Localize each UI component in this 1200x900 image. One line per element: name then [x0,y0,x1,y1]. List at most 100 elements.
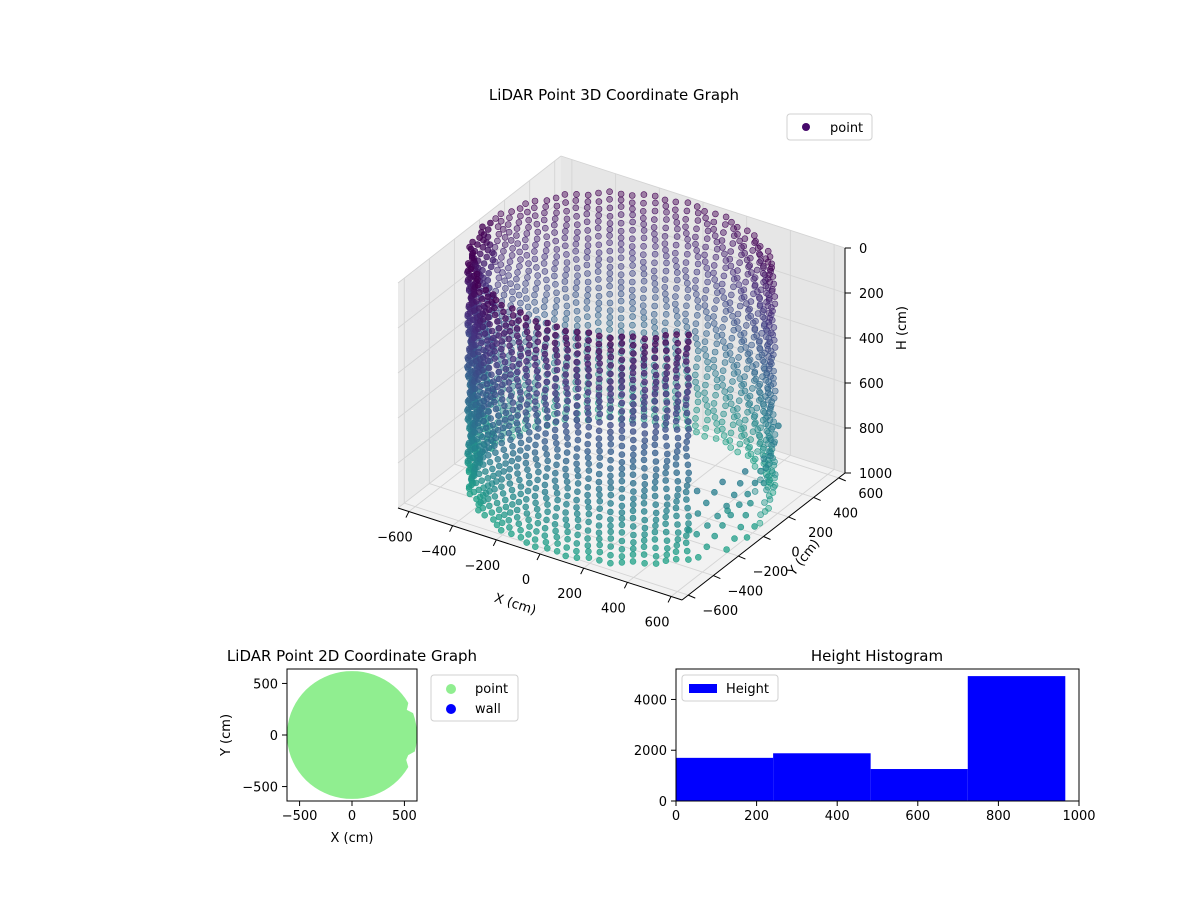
lidar-point [661,283,669,291]
lidar-point [594,319,602,326]
lidar-point [499,226,507,233]
lidar-point [476,234,483,241]
lidar-point [751,281,759,289]
lidar-point [505,272,512,279]
lidar-point [502,322,510,329]
lidar-point [674,339,682,347]
lidar-point [673,448,681,455]
lidar-point [534,461,541,469]
lidar-point [629,205,636,213]
lidar-point [606,275,614,283]
lidar-point [606,213,614,220]
lidar-point [770,336,778,344]
lidar-point [553,504,561,512]
lidar-point [572,204,580,212]
lidar-point [650,274,658,282]
lidar-point [563,544,571,551]
lidar-point [738,251,745,259]
lidar-point [650,267,658,275]
lidar-point [651,528,659,536]
lidar-point [573,496,580,504]
lidar-point [767,452,775,460]
lidar-point [617,284,625,292]
lidar-point [720,272,728,280]
lidar-point [713,376,721,384]
lidar-point [508,208,515,215]
lidar-point [607,448,615,456]
lidar-point [745,263,752,271]
lidar-point [662,433,670,441]
lidar-point [553,209,560,217]
tick-mark-y [838,477,846,482]
lidar-point [479,366,487,374]
lidar-point [585,467,593,474]
lidar-point [595,535,603,543]
lidar-point [617,219,625,227]
lidar-point [726,255,734,263]
lidar-point [761,508,769,515]
lidar-point [506,327,514,335]
lidar-point [652,509,660,517]
lidar-point [757,476,764,484]
lidar-point [574,272,581,280]
lidar-point [543,407,551,414]
lidar-point [564,535,571,543]
lidar-point [651,536,659,543]
lidar-point [476,426,484,434]
lidar-point [618,442,626,450]
lidar-point [640,405,648,413]
lidar-point [573,235,581,242]
lidar-point [514,470,521,477]
lidar-point [543,197,551,204]
lidar-point [673,360,680,368]
lidar-point [737,389,745,397]
lidar-point [469,238,476,246]
lidar-point [584,397,591,404]
lidar-point [652,466,660,473]
lidar-point [673,276,681,284]
lidar-point [630,531,637,539]
lidar-point [765,295,773,302]
chart-2d-legend-marker-wall [446,704,456,714]
lidar-point [674,383,681,390]
lidar-point [513,283,521,291]
lidar-point [731,535,738,542]
lidar-point [682,223,689,231]
lidar-point [486,458,494,466]
lidar-point [752,375,760,383]
lidar-point [584,345,592,353]
lidar-point [505,429,513,437]
lidar-point [505,379,513,386]
lidar-point [652,334,660,342]
lidar-point [730,491,738,499]
lidar-point [617,297,625,305]
lidar-point [584,535,591,542]
lidar-point [509,399,517,406]
lidar-point [652,414,660,422]
lidar-point [691,328,699,335]
lidar-point [508,530,515,538]
lidar-point [640,329,648,337]
lidar-point [641,487,648,494]
chart-histogram-bars [676,676,1066,801]
lidar-point [584,542,592,549]
lidar-point [474,281,482,289]
lidar-point [710,407,717,415]
lidar-point [595,522,603,529]
lidar-point [737,331,744,339]
lidar-point [760,306,768,314]
lidar-point [607,378,614,386]
chart-3d-title: LiDAR Point 3D Coordinate Graph [489,86,739,104]
lidar-point [551,309,559,317]
lidar-point [525,516,532,524]
lidar-point [629,451,637,459]
lidar-point [674,442,682,449]
lidar-point [683,409,691,417]
lidar-point [561,285,569,293]
lidar-point [522,459,530,467]
lidar-point [754,310,762,317]
lidar-point [554,358,561,366]
lidar-point [722,213,730,221]
lidar-point [479,244,487,251]
lidar-point [718,425,726,433]
